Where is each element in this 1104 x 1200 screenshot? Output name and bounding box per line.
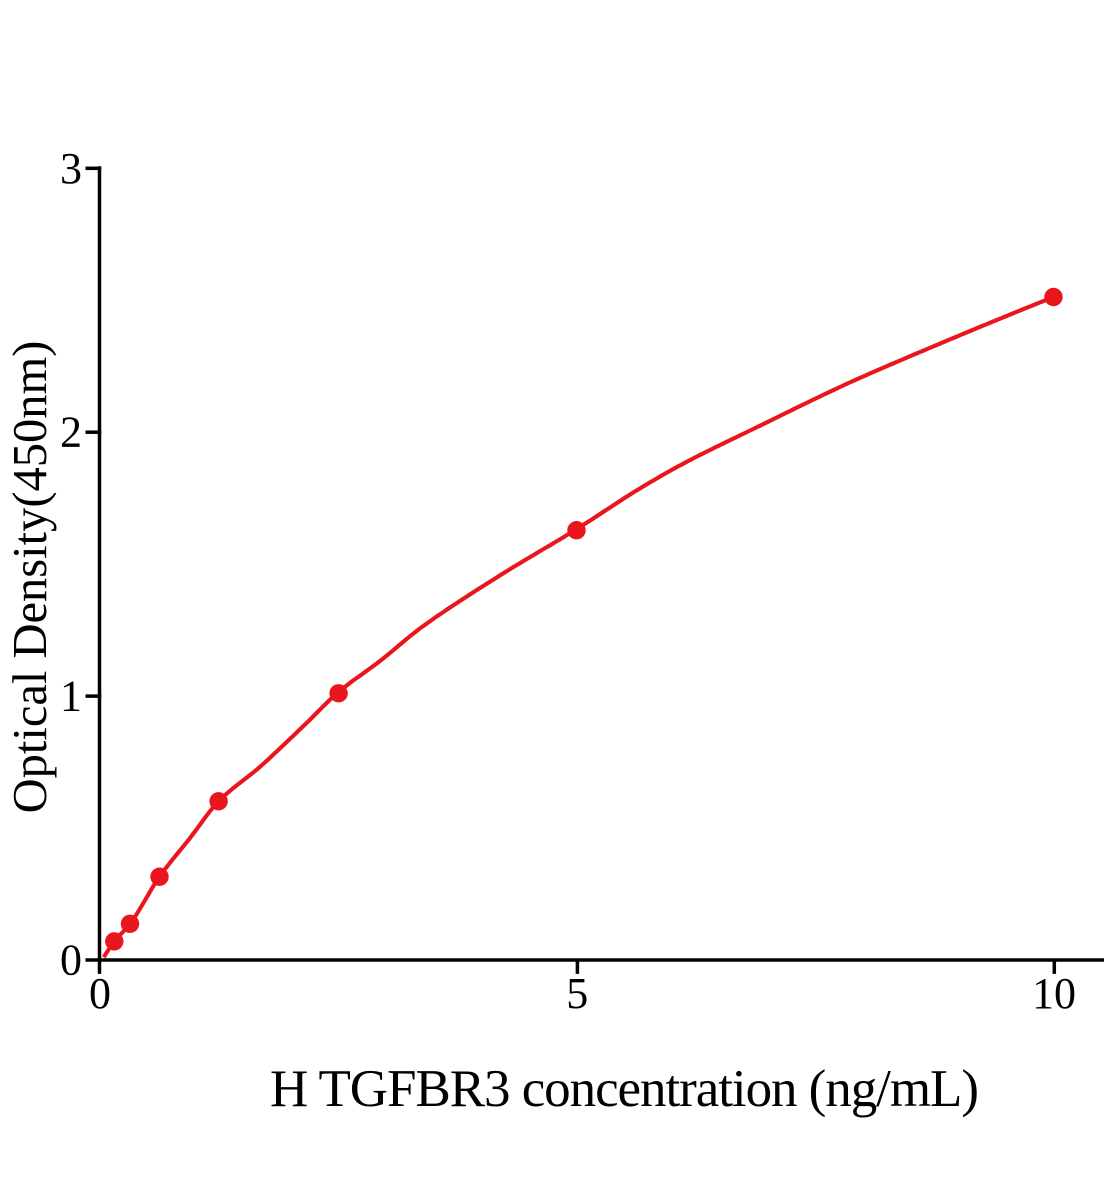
svg-text:Optical Density(450nm): Optical Density(450nm) xyxy=(4,341,57,814)
svg-text:2: 2 xyxy=(60,408,82,457)
svg-text:10: 10 xyxy=(1032,969,1076,1018)
svg-text:H TGFBR3 concentration (ng/mL): H TGFBR3 concentration (ng/mL) xyxy=(270,1060,978,1118)
svg-text:3: 3 xyxy=(60,144,82,193)
svg-text:0: 0 xyxy=(89,969,111,1018)
svg-text:5: 5 xyxy=(566,969,588,1018)
svg-text:0: 0 xyxy=(60,936,82,985)
svg-text:1: 1 xyxy=(60,672,82,721)
